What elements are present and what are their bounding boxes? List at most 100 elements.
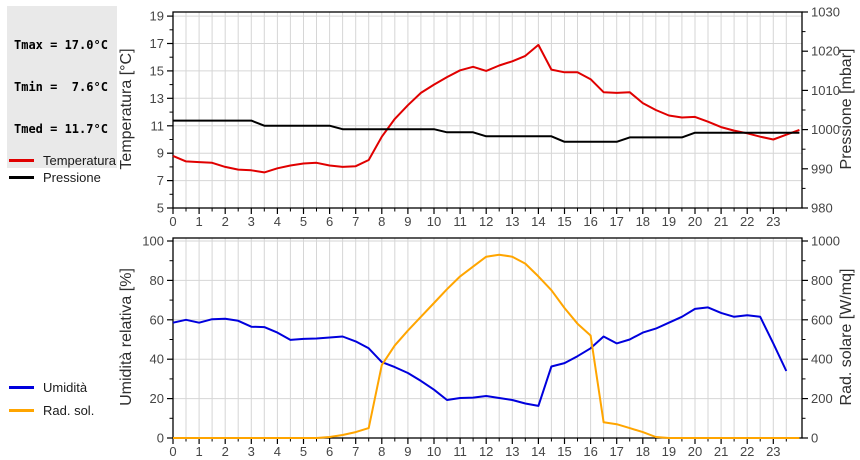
x-tick-label: 2 bbox=[222, 214, 229, 229]
x-tick-label: 19 bbox=[662, 214, 676, 229]
right-tick-label: 980 bbox=[811, 201, 833, 216]
x-tick-label: 6 bbox=[326, 214, 333, 229]
x-tick-label: 7 bbox=[352, 444, 359, 459]
x-tick-label: 0 bbox=[169, 444, 176, 459]
legend-label-pressione: Pressione bbox=[43, 170, 101, 185]
top-chart-legend: Temperatura Pressione bbox=[9, 152, 116, 186]
axis-title-rad-solare: Rad. solare [W/mq] bbox=[838, 268, 855, 406]
x-tick-label: 3 bbox=[248, 444, 255, 459]
bottom-chart-legend: Umidità Rad. sol. bbox=[9, 376, 94, 422]
series-line-rad-sol bbox=[173, 253, 800, 439]
left-tick-label: 19 bbox=[150, 9, 164, 24]
legend-label-umidita: Umidità bbox=[43, 380, 88, 395]
x-tick-label: 8 bbox=[378, 214, 385, 229]
tmed-line: Tmed = 11.7°C bbox=[14, 122, 108, 136]
left-tick-label: 15 bbox=[150, 63, 164, 78]
left-tick-label: 0 bbox=[157, 431, 164, 446]
legend-row-umidita: Umidità bbox=[9, 376, 94, 399]
right-tick-label: 800 bbox=[811, 273, 833, 288]
x-tick-label: 14 bbox=[531, 444, 545, 459]
x-tick-label: 23 bbox=[766, 444, 780, 459]
x-tick-label: 19 bbox=[662, 444, 676, 459]
x-tick-label: 13 bbox=[505, 214, 519, 229]
left-tick-label: 80 bbox=[150, 273, 164, 288]
right-tick-label: 400 bbox=[811, 352, 833, 367]
left-tick-label: 13 bbox=[150, 91, 164, 106]
x-tick-label: 17 bbox=[609, 214, 623, 229]
x-tick-label: 15 bbox=[557, 214, 571, 229]
legend-row-pressione: Pressione bbox=[9, 169, 116, 186]
x-tick-label: 22 bbox=[740, 444, 754, 459]
right-tick-label: 1030 bbox=[811, 5, 840, 20]
x-tick-label: 10 bbox=[427, 444, 441, 459]
series-line-umidit bbox=[172, 306, 788, 407]
plot-border bbox=[172, 237, 803, 439]
x-tick-label: 3 bbox=[248, 214, 255, 229]
x-tick-label: 14 bbox=[531, 214, 545, 229]
axis-title-pressione: Pressione [mbar] bbox=[838, 48, 855, 170]
right-tick-label: 1000 bbox=[811, 122, 840, 137]
left-tick-label: 9 bbox=[157, 146, 164, 161]
axis-title-temperatura: Temperatura [°C] bbox=[118, 48, 135, 170]
left-tick-label: 7 bbox=[157, 173, 164, 188]
left-tick-label: 100 bbox=[142, 234, 164, 249]
x-tick-label: 7 bbox=[352, 214, 359, 229]
x-tick-label: 20 bbox=[688, 444, 702, 459]
legend-row-rad-sol: Rad. sol. bbox=[9, 399, 94, 422]
left-tick-label: 17 bbox=[150, 36, 164, 51]
x-tick-label: 11 bbox=[453, 214, 467, 229]
x-tick-label: 21 bbox=[714, 214, 728, 229]
pressione-line-swatch bbox=[9, 176, 34, 179]
right-tick-label: 1000 bbox=[811, 234, 840, 249]
x-tick-label: 0 bbox=[169, 214, 176, 229]
rad-sol-line-swatch bbox=[9, 409, 34, 412]
x-tick-label: 2 bbox=[222, 444, 229, 459]
right-tick-label: 1020 bbox=[811, 44, 840, 59]
x-tick-label: 12 bbox=[479, 214, 493, 229]
x-tick-label: 12 bbox=[479, 444, 493, 459]
legend-label-rad-sol: Rad. sol. bbox=[43, 403, 95, 418]
x-tick-label: 9 bbox=[404, 214, 411, 229]
series-line-temperatura bbox=[172, 43, 800, 174]
right-tick-label: 200 bbox=[811, 391, 833, 406]
x-tick-label: 11 bbox=[453, 444, 467, 459]
x-tick-label: 22 bbox=[740, 214, 754, 229]
x-tick-label: 10 bbox=[427, 214, 441, 229]
right-tick-label: 1010 bbox=[811, 83, 840, 98]
x-tick-label: 23 bbox=[766, 214, 780, 229]
x-tick-label: 16 bbox=[583, 444, 597, 459]
tmin-line: Tmin = 7.6°C bbox=[14, 80, 108, 94]
x-tick-label: 18 bbox=[636, 444, 650, 459]
x-tick-label: 15 bbox=[557, 444, 571, 459]
x-tick-label: 4 bbox=[274, 214, 281, 229]
x-tick-label: 20 bbox=[688, 214, 702, 229]
right-tick-label: 990 bbox=[811, 161, 833, 176]
legend-label-temperatura: Temperatura bbox=[43, 153, 116, 168]
x-tick-label: 21 bbox=[714, 444, 728, 459]
x-tick-label: 5 bbox=[300, 214, 307, 229]
x-tick-label: 5 bbox=[300, 444, 307, 459]
left-tick-label: 20 bbox=[150, 391, 164, 406]
umidita-line-swatch bbox=[9, 386, 34, 389]
left-tick-label: 11 bbox=[151, 118, 165, 133]
temperatura-line-swatch bbox=[9, 159, 34, 162]
x-tick-label: 4 bbox=[274, 444, 281, 459]
x-tick-label: 18 bbox=[636, 214, 650, 229]
axis-title-umidita-relativa: Umidità relativa [%] bbox=[118, 268, 135, 406]
x-tick-label: 17 bbox=[609, 444, 623, 459]
temperature-summary-box: Tmax = 17.0°C Tmin = 7.6°C Tmed = 11.7°C bbox=[7, 6, 117, 168]
x-tick-label: 1 bbox=[195, 444, 202, 459]
right-tick-label: 0 bbox=[811, 431, 818, 446]
x-tick-label: 9 bbox=[404, 444, 411, 459]
right-tick-label: 600 bbox=[811, 312, 833, 327]
series-line-pressione bbox=[173, 119, 800, 143]
left-tick-label: 40 bbox=[150, 352, 164, 367]
left-tick-label: 5 bbox=[157, 201, 164, 216]
tmax-line: Tmax = 17.0°C bbox=[14, 38, 108, 52]
x-tick-label: 13 bbox=[505, 444, 519, 459]
x-tick-label: 1 bbox=[195, 214, 202, 229]
legend-row-temperatura: Temperatura bbox=[9, 152, 116, 169]
x-tick-label: 8 bbox=[378, 444, 385, 459]
left-tick-label: 60 bbox=[150, 312, 164, 327]
